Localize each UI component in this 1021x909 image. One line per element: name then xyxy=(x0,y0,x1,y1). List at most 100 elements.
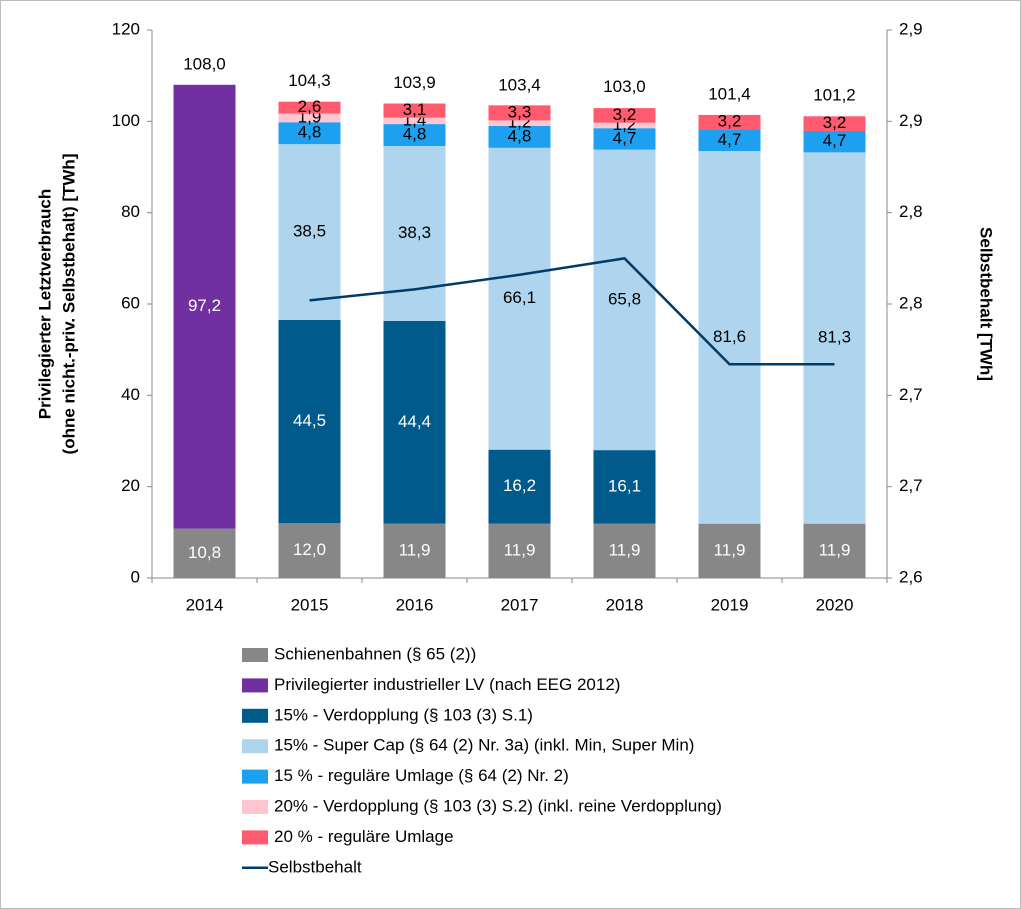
legend-label: Privilegierter industrieller LV (nach EE… xyxy=(274,675,620,694)
bar-segment xyxy=(278,523,341,578)
bar-segment xyxy=(593,450,656,524)
data-label: 65,8 xyxy=(608,289,641,308)
bar-segment xyxy=(383,117,446,125)
bar-segment xyxy=(383,523,446,578)
data-label: 3,2 xyxy=(823,113,847,132)
data-label: 4,8 xyxy=(508,126,532,145)
data-label: 66,1 xyxy=(503,288,536,307)
legend-swatch xyxy=(242,769,268,784)
data-label: 38,5 xyxy=(293,222,326,241)
data-label: 3,2 xyxy=(718,112,742,131)
total-label: 103,9 xyxy=(393,73,436,92)
bar-segment xyxy=(593,122,656,129)
bar-segment xyxy=(173,84,236,529)
x-tick-label: 2018 xyxy=(606,595,644,614)
data-label: 81,6 xyxy=(713,327,746,346)
data-label: 16,1 xyxy=(608,476,641,495)
data-label: 4,7 xyxy=(613,128,637,147)
data-label: 4,7 xyxy=(718,130,742,149)
legend-label: 20 % - reguläre Umlage xyxy=(274,827,454,846)
x-tick-label: 2017 xyxy=(501,595,539,614)
bar-segment xyxy=(488,125,551,148)
x-tick-label: 2014 xyxy=(186,595,224,614)
y2-tick-label: 2,8 xyxy=(899,202,923,221)
data-label: 10,8 xyxy=(188,543,221,562)
total-label: 108,0 xyxy=(183,54,226,73)
data-label: 44,5 xyxy=(293,411,326,430)
total-label: 103,0 xyxy=(603,77,646,96)
legend-label: 15% - Super Cap (§ 64 (2) Nr. 3a) (inkl.… xyxy=(274,736,694,755)
y2-tick-label: 2,6 xyxy=(899,567,923,586)
bar-segment xyxy=(383,124,446,146)
total-label: 101,4 xyxy=(708,84,751,103)
y2-axis-title: Selbstbehalt [TWh] xyxy=(977,227,996,381)
x-tick-label: 2016 xyxy=(396,595,434,614)
legend-label: 15% - Verdopplung (§ 103 (3) S.1) xyxy=(274,705,533,724)
legend-swatch xyxy=(242,739,268,754)
data-label: 11,9 xyxy=(609,540,641,559)
bar-segment xyxy=(803,523,866,578)
y2-tick-label: 2,9 xyxy=(899,111,923,130)
bar-segment xyxy=(383,103,446,118)
data-label: 3,2 xyxy=(613,105,637,124)
bar-segment xyxy=(278,144,341,320)
bar-segment xyxy=(278,101,341,114)
data-label: 11,9 xyxy=(819,540,851,559)
y-tick-label: 20 xyxy=(121,476,140,495)
data-label: 11,9 xyxy=(399,540,431,559)
bar-segment xyxy=(278,319,341,524)
line-series xyxy=(309,256,835,366)
bar-segment xyxy=(803,116,866,131)
data-label: 38,3 xyxy=(398,223,431,242)
y-axis-title: (ohne nicht.-priv. Selbstbehalt) [TWh] xyxy=(59,154,78,455)
data-label: 3,1 xyxy=(403,100,427,119)
bar-segment xyxy=(173,528,236,578)
legend-label: Selbstbehalt xyxy=(268,857,362,876)
data-label: 12,0 xyxy=(293,540,326,559)
total-label: 104,3 xyxy=(288,71,331,90)
bar-segment xyxy=(278,122,341,145)
bar-segment xyxy=(803,152,866,524)
data-label: 3,3 xyxy=(508,102,532,121)
data-label: 11,9 xyxy=(504,540,536,559)
x-tick-label: 2020 xyxy=(816,595,854,614)
bar-segment xyxy=(698,129,761,152)
total-label: 103,4 xyxy=(498,75,541,94)
legend-swatch xyxy=(242,678,268,693)
x-tick-label: 2019 xyxy=(711,595,749,614)
bar-segment xyxy=(593,523,656,578)
bar-segment xyxy=(488,120,551,126)
bar-segment xyxy=(698,114,761,130)
bar-segment xyxy=(488,449,551,524)
bar-segment xyxy=(488,147,551,450)
bar-segment xyxy=(803,130,866,153)
x-tick-label: 2015 xyxy=(291,595,329,614)
y-axis-title: Privilegierter Letztverbrauch xyxy=(35,189,54,420)
data-label: 4,7 xyxy=(823,131,847,150)
y-tick-label: 120 xyxy=(112,19,140,38)
y-tick-label: 80 xyxy=(121,202,140,221)
bar-segment xyxy=(278,113,341,123)
bar-segment xyxy=(593,149,656,451)
y-tick-label: 0 xyxy=(131,567,140,586)
legend-label: 20% - Verdopplung (§ 103 (3) S.2) (inkl.… xyxy=(274,796,722,815)
bar-segment xyxy=(593,108,656,123)
data-label: 2,6 xyxy=(298,97,322,116)
legend-swatch xyxy=(242,800,268,814)
data-label: 4,8 xyxy=(298,123,322,142)
y2-tick-label: 2,9 xyxy=(899,19,923,38)
bar-segment xyxy=(593,128,656,150)
bar-segment xyxy=(488,105,551,121)
data-label: 11,9 xyxy=(714,540,746,559)
bar-segment xyxy=(698,523,761,578)
y2-tick-label: 2,7 xyxy=(899,385,923,404)
data-label: 81,3 xyxy=(818,328,851,347)
data-label: 97,2 xyxy=(188,296,221,315)
legend-label: 15 % - reguläre Umlage (§ 64 (2) Nr. 2) xyxy=(274,766,569,785)
legend-label: Schienenbahnen (§ 65 (2)) xyxy=(274,644,476,663)
y-tick-label: 40 xyxy=(121,385,140,404)
total-label: 101,2 xyxy=(813,85,856,104)
data-label: 16,2 xyxy=(503,476,536,495)
legend-swatch xyxy=(242,648,268,662)
